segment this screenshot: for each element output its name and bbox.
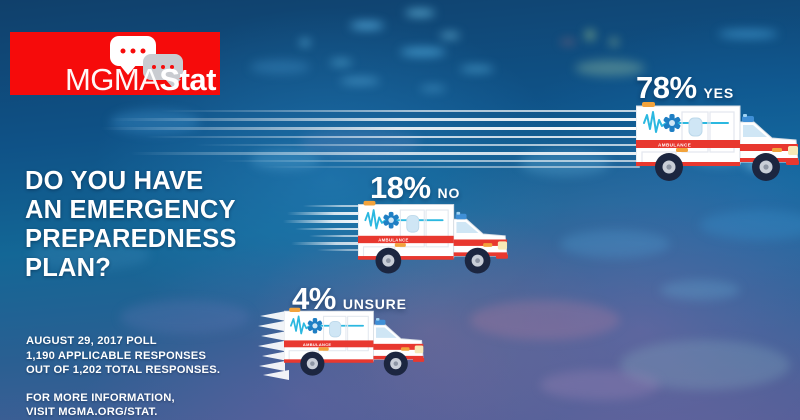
- stat-value-yes: 78%: [636, 70, 697, 105]
- ambulance-side-text: AMBULANCE: [378, 238, 409, 243]
- stat-label-no: 18% NO: [370, 170, 460, 206]
- logo-text-mgma: MGMA: [64, 62, 160, 97]
- more-info-label: FOR MORE INFORMATION,: [26, 391, 175, 404]
- ambulance-side-text: AMBULANCE: [303, 342, 331, 347]
- stat-category-no: NO: [437, 185, 461, 201]
- total-responses: OUT OF 1,202 TOTAL RESPONSES.: [26, 364, 221, 377]
- poll-date: AUGUST 29, 2017 POLL: [26, 335, 157, 347]
- bubble-dots: [152, 65, 174, 69]
- headline-line-3: PREPAREDNESS: [25, 225, 237, 253]
- applicable-responses: 1,190 APPLICABLE RESPONSES: [26, 349, 207, 362]
- logo-wordmark: MGMAStat: [10, 62, 217, 97]
- speed-trails-yes: [100, 108, 640, 170]
- ambulance-unsure: AMBULANCE: [284, 306, 425, 380]
- headline-line-2: AN EMERGENCY: [25, 196, 236, 224]
- ambulance-yes: AMBULANCE: [636, 100, 800, 186]
- footer-text: AUGUST 29, 2017 POLL 1,190 APPLICABLE RE…: [26, 334, 220, 420]
- stat-category-yes: YES: [703, 85, 734, 101]
- mgma-stat-logo[interactable]: MGMAStat: [10, 32, 220, 95]
- logo-text-stat: Stat: [159, 62, 216, 97]
- speech-bubble-icon: [143, 54, 183, 88]
- page-title: DO YOU HAVE AN EMERGENCY PREPAREDNESS PL…: [25, 167, 275, 283]
- stat-category-unsure: UNSURE: [342, 296, 407, 312]
- bubble-dots: [120, 48, 146, 54]
- ambulance-no: AMBULANCE: [358, 199, 509, 278]
- ambulance-side-text: AMBULANCE: [658, 142, 691, 147]
- headline-line-4: PLAN?: [25, 254, 111, 282]
- stat-value-no: 18%: [370, 170, 431, 205]
- headline-line-1: DO YOU HAVE: [25, 167, 204, 195]
- website-url[interactable]: VISIT MGMA.ORG/STAT.: [26, 406, 158, 419]
- stat-label-yes: 78% YES: [636, 70, 734, 106]
